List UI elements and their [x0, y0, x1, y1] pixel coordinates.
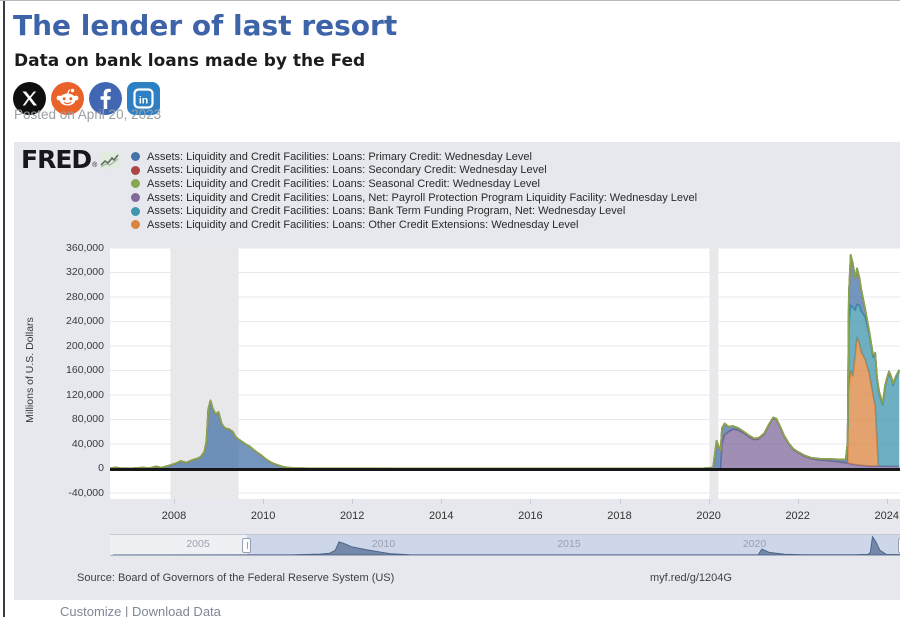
y-tick-label: 80,000: [71, 413, 104, 425]
legend-label: Assets: Liquidity and Credit Facilities:…: [147, 218, 579, 231]
x-tick-label: 2010: [250, 510, 276, 522]
legend-label: Assets: Liquidity and Credit Facilities:…: [147, 150, 532, 163]
navigator-year-label: 2015: [557, 538, 581, 550]
x-tick-label: 2018: [607, 510, 632, 522]
y-tick-label: 160,000: [66, 364, 104, 376]
legend-dot-icon: [131, 165, 140, 175]
x-tick-label: 2016: [518, 510, 543, 522]
x-tick-mark: [263, 499, 265, 504]
x-tick-mark: [441, 499, 443, 504]
y-tick-label: 40,000: [71, 437, 104, 450]
navigator-left-handle[interactable]: [242, 537, 252, 553]
navigator-mini-chart: [112, 535, 900, 556]
legend-item[interactable]: Assets: Liquidity and Credit Facilities:…: [131, 218, 697, 232]
legend-label: Assets: Liquidity and Credit Facilities:…: [147, 191, 698, 204]
y-tick-label: 200,000: [66, 339, 104, 352]
range-navigator[interactable]: 2005 2010 2015 2020: [110, 534, 900, 556]
x-tick-label: 2022: [785, 510, 810, 522]
chart-short-url[interactable]: myf.red/g/1204G: [650, 572, 732, 584]
legend-item[interactable]: Assets: Liquidity and Credit Facilities:…: [131, 204, 697, 218]
legend-item[interactable]: Assets: Liquidity and Credit Facilities:…: [131, 164, 697, 178]
legend-dot-icon: [131, 193, 140, 203]
legend-dot-icon: [131, 179, 140, 189]
legend-label: Assets: Liquidity and Credit Facilities:…: [147, 177, 540, 190]
x-share-icon[interactable]: [13, 82, 46, 115]
window-left-border: [3, 0, 5, 617]
x-tick-mark: [619, 499, 621, 504]
linkedin-share-icon[interactable]: in: [127, 82, 160, 115]
y-tick-label: 280,000: [66, 290, 104, 303]
recession-band: [709, 248, 719, 499]
y-tick-label: 0: [98, 462, 104, 474]
x-tick-mark: [174, 499, 175, 504]
x-tick-mark: [708, 499, 710, 504]
legend-dot-icon: [131, 206, 140, 216]
fred-logo[interactable]: FRED ®: [21, 145, 121, 174]
x-tick-label: 2012: [339, 510, 365, 522]
legend-item[interactable]: Assets: Liquidity and Credit Facilities:…: [131, 177, 697, 191]
navigator-right-handle[interactable]: [897, 537, 900, 553]
line-seasonal-credit: [110, 254, 900, 470]
social-share-bar: in: [13, 82, 160, 115]
window-top-border: [0, 0, 900, 1]
posted-date: Posted on April 20, 2023: [14, 107, 162, 122]
legend-item[interactable]: Assets: Liquidity and Credit Facilities:…: [131, 150, 697, 164]
reddit-share-icon[interactable]: [51, 82, 84, 115]
navigator-top-border: [110, 534, 900, 535]
y-tick-label: 360,000: [66, 241, 104, 254]
x-tick-label: 2024: [874, 510, 900, 522]
fred-sparkline-icon: [99, 152, 121, 169]
navigator-selected-range[interactable]: [246, 535, 900, 555]
legend-item[interactable]: Assets: Liquidity and Credit Facilities:…: [131, 191, 697, 205]
legend-dot-icon: [131, 220, 140, 230]
y-tick-label: 320,000: [66, 266, 104, 278]
chart-legend: Assets: Liquidity and Credit Facilities:…: [131, 150, 697, 232]
fred-chart-card: FRED ® Assets: Liquidity and Credit Facil…: [14, 142, 900, 600]
navigator-area: [112, 535, 900, 556]
facebook-share-icon[interactable]: [89, 82, 122, 115]
svg-text:in: in: [139, 95, 148, 107]
legend-label: Assets: Liquidity and Credit Facilities:…: [147, 164, 547, 177]
legend-dot-icon: [131, 152, 140, 162]
x-tick-mark: [886, 499, 888, 504]
navigator-year-label: 2005: [186, 538, 210, 550]
page-title: The lender of last resort: [13, 9, 398, 42]
customize-download-links[interactable]: Customize | Download Data: [60, 604, 221, 617]
y-tick-label: 120,000: [66, 388, 104, 401]
legend-label: Assets: Liquidity and Credit Facilities:…: [147, 205, 626, 218]
plot-area[interactable]: [110, 247, 900, 499]
x-tick-label: 2020: [696, 510, 721, 522]
x-tick-label: 2008: [161, 510, 187, 522]
x-tick-mark: [797, 499, 799, 504]
area-ppp-liquidity-facility: [110, 418, 900, 469]
x-tick-label: 2014: [429, 510, 454, 522]
page-subtitle: Data on bank loans made by the Fed: [14, 51, 366, 71]
x-tick-mark: [352, 499, 354, 504]
navigator-year-label: 2020: [742, 538, 767, 550]
chart-source: Source: Board of Governors of the Federa…: [77, 572, 395, 584]
y-tick-label: -40,000: [68, 486, 104, 499]
navigator-year-label: 2010: [371, 538, 396, 550]
navigator-bottom-border: [110, 555, 900, 556]
x-tick-mark: [530, 499, 532, 504]
y-tick-label: 240,000: [66, 315, 104, 327]
